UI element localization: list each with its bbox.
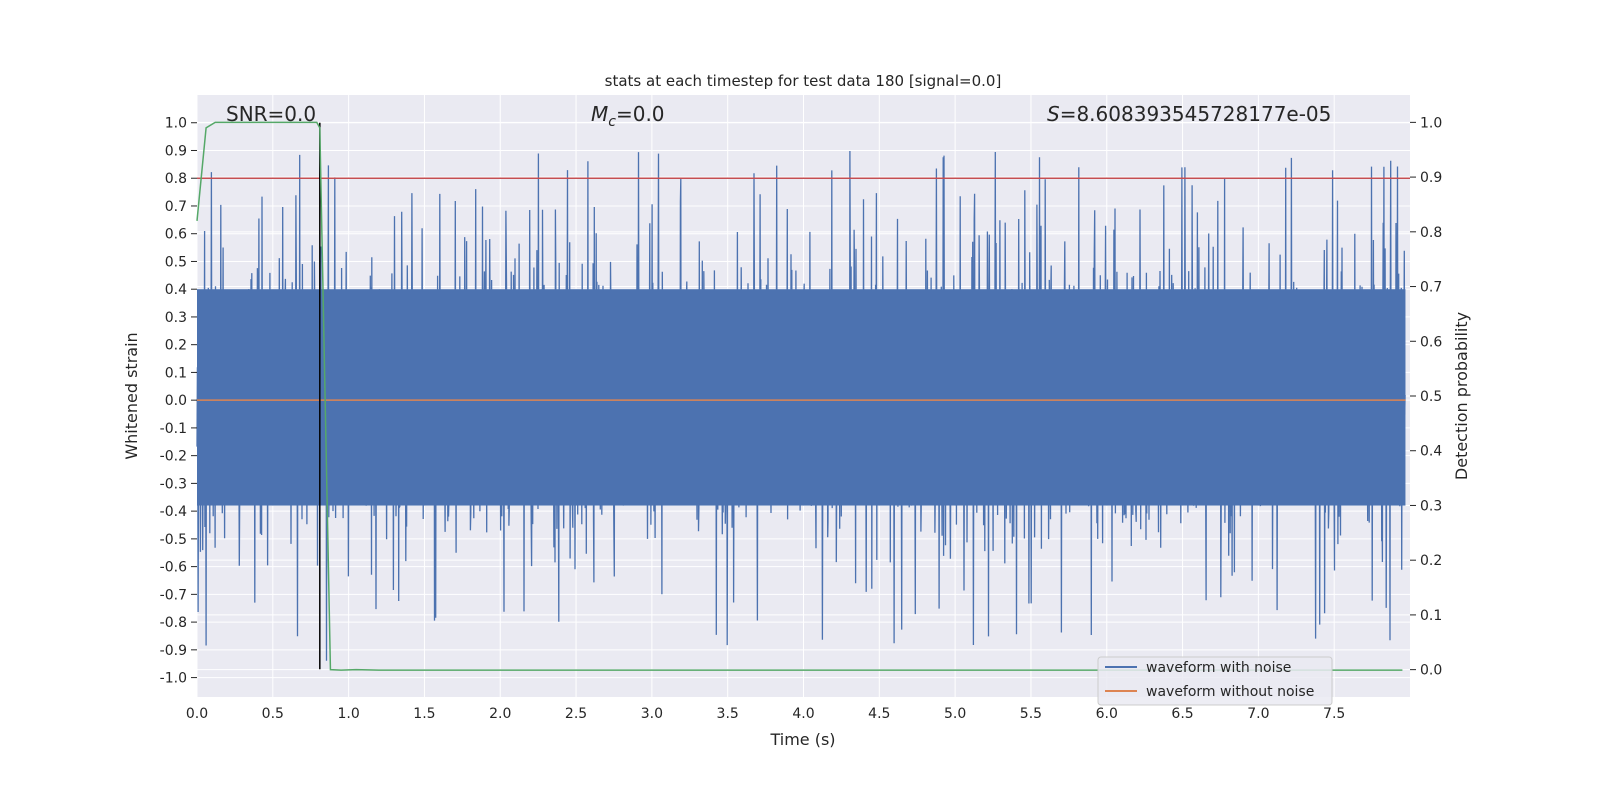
- x-tick-label: 1.5: [413, 706, 435, 722]
- x-tick-label: 0.5: [262, 706, 284, 722]
- y-right-tick-label: 0.2: [1420, 553, 1442, 569]
- x-tick-label: 7.0: [1247, 706, 1269, 722]
- y-right-tick-label: 0.6: [1420, 334, 1442, 350]
- y-right-tick-label: 0.3: [1420, 498, 1442, 514]
- legend-label-without-noise: waveform without noise: [1146, 684, 1314, 700]
- x-tick-label: 3.0: [641, 706, 663, 722]
- waveform-with-noise-line: [196, 150, 1406, 661]
- x-tick-label: 6.5: [1171, 706, 1193, 722]
- y-right-tick-label: 0.9: [1420, 170, 1442, 186]
- x-tick-label: 0.0: [186, 706, 208, 722]
- chart-title: stats at each timestep for test data 180…: [605, 72, 1002, 90]
- y-tick-label: 0.3: [165, 310, 187, 326]
- x-tick-label: 5.0: [944, 706, 966, 722]
- y-axis-right-label: Detection probability: [1452, 312, 1471, 480]
- x-tick-label: 2.0: [489, 706, 511, 722]
- x-tick-label: 2.5: [565, 706, 587, 722]
- y-axis-label: Whitened strain: [122, 332, 141, 459]
- y-ticks: 1.0 0.9 0.8 0.7 0.6 0.5 0.4 0.3 0.2 0.1 0.0 -0.1 -0.…: [160, 116, 197, 687]
- y-tick-label: -0.9: [160, 643, 187, 659]
- y-tick-label: -0.8: [160, 615, 187, 631]
- y-tick-label: -0.2: [160, 449, 187, 465]
- x-tick-label: 1.0: [337, 706, 359, 722]
- y-right-tick-label: 0.1: [1420, 608, 1442, 624]
- x-tick-label: 4.0: [792, 706, 814, 722]
- y-tick-label: 0.0: [165, 393, 187, 409]
- y-right-tick-label: 0.4: [1420, 444, 1442, 460]
- y-right-tick-label: 0.7: [1420, 280, 1442, 296]
- y-right-tick-label: 0.5: [1420, 389, 1442, 405]
- y-tick-label: 0.8: [165, 171, 187, 187]
- y-tick-label: -0.1: [160, 421, 187, 437]
- y-tick-label: 0.4: [165, 282, 187, 298]
- y-tick-label: -0.7: [160, 587, 187, 603]
- x-axis-label: Time (s): [769, 730, 835, 749]
- y-tick-label: 0.6: [165, 227, 187, 243]
- y-right-tick-label: 0.0: [1420, 663, 1442, 679]
- y-tick-label: 0.7: [165, 199, 187, 215]
- legend-box: [1097, 656, 1333, 706]
- legend-label-with-noise: waveform with noise: [1146, 660, 1291, 676]
- x-tick-label: 6.0: [1096, 706, 1118, 722]
- detection-probability-line: [196, 121, 1403, 671]
- waveform-with-noise-band: [197, 289, 1406, 506]
- x-tick-label: 7.5: [1323, 706, 1345, 722]
- y-tick-label: 1.0: [165, 116, 187, 132]
- mc-symbol: M: [591, 102, 608, 126]
- x-tick-label: 4.5: [868, 706, 890, 722]
- y-ticks-right: 1.0 0.9 0.8 0.7 0.6 0.5 0.4 0.3 0.2 0.1 0.0: [1410, 115, 1442, 679]
- y-tick-label: 0.5: [165, 254, 187, 270]
- s-symbol: S: [1047, 102, 1060, 126]
- y-right-tick-label: 1.0: [1420, 115, 1442, 131]
- y-tick-label: 0.1: [165, 365, 187, 381]
- x-tick-label: 3.5: [717, 706, 739, 722]
- y-tick-label: 0.2: [165, 338, 187, 354]
- mc-annotation: Mc=0.0: [591, 102, 665, 130]
- y-tick-label: -0.5: [160, 532, 187, 548]
- y-tick-label: 0.9: [165, 143, 187, 159]
- x-ticks: 0.0 0.5 1.0 1.5 2.0 2.5 3.0 3.5 4.0 4.5 5.0 5.5 6.0 6…: [186, 706, 1345, 722]
- y-right-tick-label: 0.8: [1420, 225, 1442, 241]
- y-tick-label: -0.6: [160, 560, 187, 576]
- y-tick-label: -1.0: [160, 671, 187, 687]
- snr-annotation: SNR=0.0: [226, 102, 316, 126]
- legend: waveform with noise waveform without noi…: [1097, 656, 1333, 706]
- mc-value: =0.0: [616, 102, 665, 126]
- y-tick-label: -0.3: [160, 476, 187, 492]
- y-tick-label: -0.4: [160, 504, 187, 520]
- mc-subscript: c: [608, 114, 616, 130]
- x-tick-label: 5.5: [1020, 706, 1042, 722]
- s-annotation: S=8.608393545728177e-05: [1047, 102, 1331, 126]
- s-value: =8.608393545728177e-05: [1060, 102, 1332, 126]
